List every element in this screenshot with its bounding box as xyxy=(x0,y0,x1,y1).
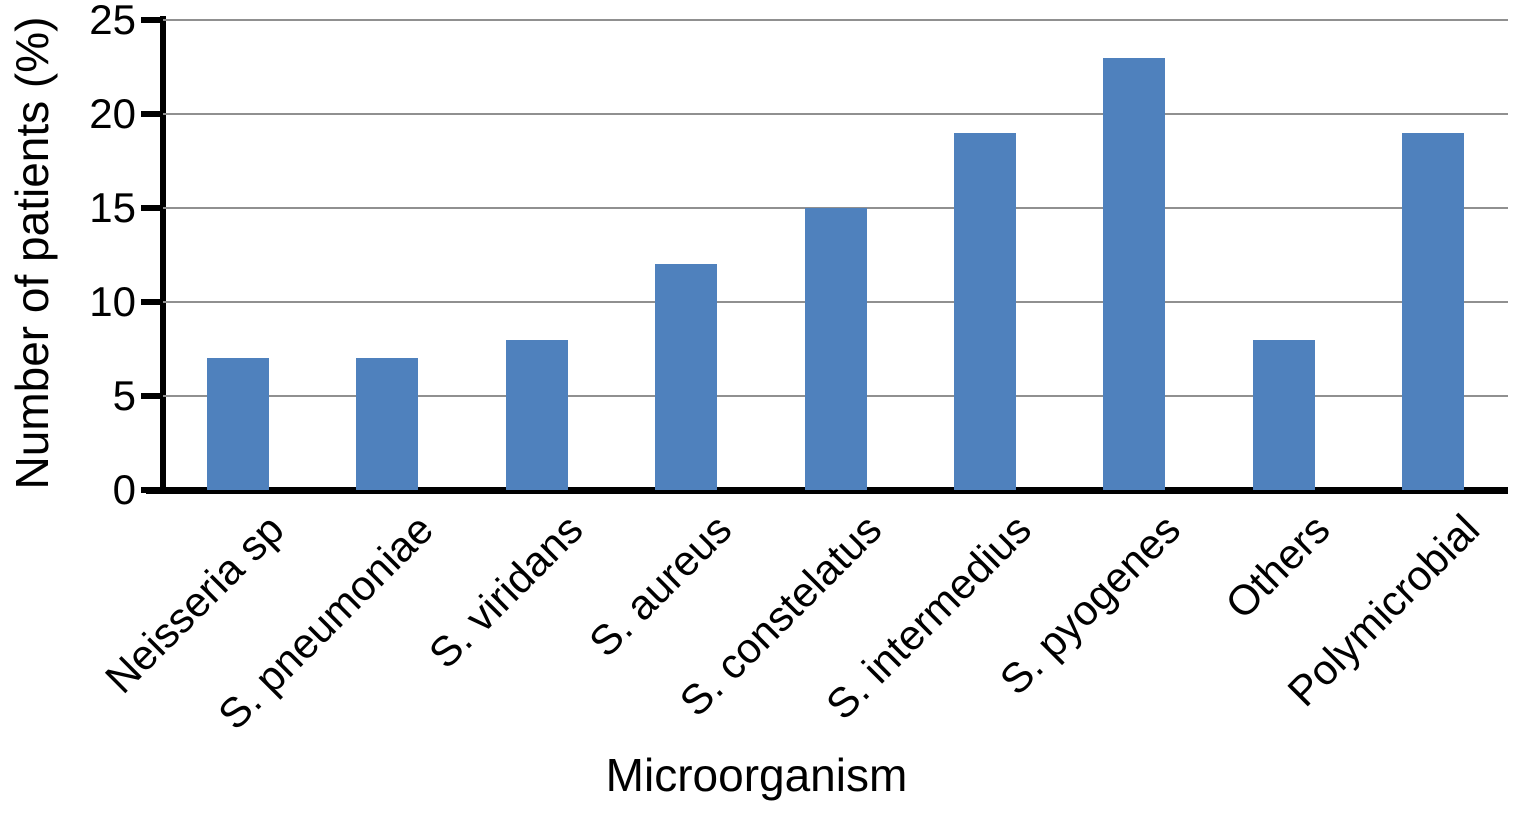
y-tick-label-25: 25 xyxy=(89,0,136,43)
x-cat-label-s-aureus: S. aureus xyxy=(580,505,741,666)
y-tick-mark-25 xyxy=(141,17,163,23)
y-tick-label-0: 0 xyxy=(112,466,136,513)
gridline-y-20 xyxy=(163,113,1508,115)
gridline-y-25 xyxy=(163,19,1508,21)
x-cat-label-s-viridans: S. viridans xyxy=(419,505,592,678)
y-axis-title: Number of patients (%) xyxy=(6,16,58,490)
bar-s-intermedius xyxy=(953,132,1016,490)
y-tick-mark-0 xyxy=(141,487,163,493)
bar-neisseria-sp xyxy=(206,358,269,490)
y-tick-mark-10 xyxy=(141,299,163,305)
x-axis-title: Microorganism xyxy=(605,749,908,801)
bar-s-constelatus xyxy=(804,208,867,490)
y-tick-mark-5 xyxy=(141,393,163,399)
bar-s-pyogenes xyxy=(1103,57,1166,490)
bar-s-pneumoniae xyxy=(356,358,419,490)
y-tick-label-15: 15 xyxy=(89,184,136,231)
bar-others xyxy=(1252,339,1315,490)
y-tick-mark-15 xyxy=(141,205,163,211)
x-axis-line xyxy=(146,487,1508,494)
bar-s-viridans xyxy=(505,339,568,490)
y-tick-label-5: 5 xyxy=(112,372,136,419)
y-tick-mark-20 xyxy=(141,111,163,117)
bar-polymicrobial xyxy=(1402,132,1465,490)
bar-s-aureus xyxy=(655,264,718,490)
y-tick-label-10: 10 xyxy=(89,278,136,325)
y-tick-label-20: 20 xyxy=(89,90,136,137)
y-axis-line xyxy=(160,16,166,493)
x-cat-label-others: Others xyxy=(1216,505,1339,628)
